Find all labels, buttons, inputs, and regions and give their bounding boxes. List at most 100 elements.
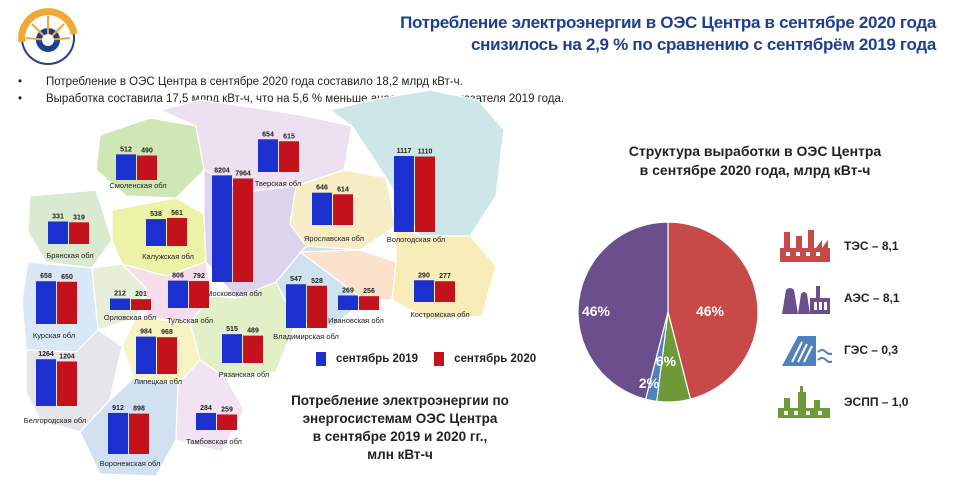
- map-caption-line: млн кВт-ч: [367, 447, 433, 462]
- bar-2019: [258, 139, 278, 172]
- pie-slice-label: 6%: [656, 353, 677, 369]
- pie-title-line: Структура выработки в ОЭС Центра: [628, 143, 882, 159]
- bullet-text: Потребление в ОЭС Центра в сентябре 2020…: [46, 76, 463, 88]
- bar-2019: [48, 221, 68, 244]
- page-title-line-1: Потребление электроэнергии в ОЭС Центра …: [400, 13, 936, 32]
- bar-2019: [168, 280, 188, 308]
- pie-slice: [667, 221, 759, 400]
- bar-value-label-2019: 8204: [214, 167, 230, 174]
- hydro-plant-icon: [782, 336, 832, 366]
- generation-item-aes: АЭС – 8,1: [776, 278, 956, 318]
- bar-value-label-2019: 515: [226, 326, 238, 333]
- bar-value-label-2019: 284: [200, 405, 212, 412]
- bar-2019: [36, 359, 56, 406]
- generation-label-tes: ТЭС – 8,1: [844, 239, 899, 253]
- region-name-label: Брянская обл: [46, 251, 93, 260]
- bullet-icon: •: [18, 93, 23, 105]
- bar-2019: [286, 284, 306, 328]
- region-name-label: Курская обл: [33, 331, 75, 340]
- generation-label-ges: ГЭС – 0,3: [844, 343, 899, 357]
- bar-value-label-2019: 512: [120, 146, 132, 153]
- map-caption: Потребление электроэнергии по энергосист…: [250, 392, 550, 464]
- region-name-label: Владимирская обл: [273, 332, 339, 341]
- bar-2020: [157, 337, 177, 374]
- legend-item-2020: сентябрь 2020: [434, 352, 536, 366]
- bar-value-label-2020: 490: [141, 148, 153, 155]
- region-name-label: Тверская обл: [255, 179, 302, 188]
- generation-item-ges: ГЭС – 0,3: [776, 330, 956, 370]
- bar-2019: [146, 219, 166, 246]
- pie-slice-label: 46%: [696, 303, 725, 319]
- bar-2019: [212, 175, 232, 282]
- region-name-label: Орловская обл: [104, 313, 156, 322]
- bar-value-label-2020: 319: [73, 214, 85, 221]
- bar-value-label-2019: 547: [290, 276, 302, 283]
- pie-slice: [577, 221, 669, 400]
- bar-value-label-2019: 806: [172, 273, 184, 280]
- bar-2020: [137, 155, 157, 180]
- bar-value-label-2020: 7964: [235, 170, 251, 177]
- bar-2019: [116, 154, 136, 180]
- bar-2019: [414, 280, 434, 302]
- region-name-label: Белгородская обл: [24, 416, 87, 425]
- bar-2020: [307, 285, 327, 328]
- bar-value-label-2020: 256: [363, 288, 375, 295]
- bar-value-label-2020: 650: [61, 274, 73, 281]
- bar-2019: [36, 281, 56, 324]
- bar-value-label-2019: 290: [418, 272, 430, 279]
- bar-value-label-2019: 646: [316, 185, 328, 192]
- bar-value-label-2019: 658: [40, 273, 52, 280]
- region-name-label: Тамбовская обл: [186, 437, 242, 446]
- pie-title: Структура выработки в ОЭС Центра в сентя…: [590, 142, 920, 180]
- region-name-label: Ярославская обл: [304, 234, 364, 243]
- generation-item-tes: ТЭС – 8,1: [776, 226, 956, 266]
- bar-value-label-2020: 968: [161, 329, 173, 336]
- bar-2020: [333, 194, 353, 225]
- bar-value-label-2019: 984: [140, 329, 152, 336]
- bar-2020: [129, 413, 149, 454]
- bullet-icon: •: [18, 76, 23, 88]
- nuclear-plant-icon: [782, 286, 830, 314]
- bar-2019: [110, 298, 130, 310]
- legend-item-2019: сентябрь 2019: [316, 352, 418, 366]
- bar-value-label-2019: 654: [262, 131, 274, 138]
- map-caption-line: энергосистемам ОЭС Центра: [302, 411, 498, 426]
- company-logo: [18, 8, 78, 65]
- region-name-label: Калужская обл: [142, 252, 194, 261]
- bar-value-label-2019: 212: [114, 291, 126, 298]
- page-title-line-2: снизилось на 2,9 % по сравнению с сентяб…: [470, 35, 936, 54]
- map-caption-line: Потребление электроэнергии по: [291, 393, 509, 408]
- bar-2020: [359, 296, 379, 310]
- pie-slice-label: 46%: [582, 303, 611, 319]
- region-name-label: Тульская обл: [167, 316, 213, 325]
- bar-value-label-2020: 277: [439, 273, 451, 280]
- bar-2020: [233, 178, 253, 282]
- bar-value-label-2019: 1264: [38, 351, 54, 358]
- bar-value-label-2019: 538: [150, 211, 162, 218]
- map-caption-line: в сентябре 2019 и 2020 гг.,: [312, 429, 488, 444]
- bar-2019: [312, 192, 332, 225]
- bar-value-label-2020: 898: [133, 406, 145, 413]
- bar-2020: [415, 156, 435, 232]
- bar-2020: [57, 281, 77, 324]
- bar-value-label-2020: 792: [193, 273, 205, 280]
- bar-value-label-2020: 259: [221, 406, 233, 413]
- bar-value-label-2020: 615: [283, 133, 295, 140]
- bar-2020: [167, 217, 187, 246]
- bar-2020: [435, 281, 455, 302]
- generation-label-espp: ЭСПП – 1,0: [844, 395, 909, 409]
- pie-title-line: в сентябре 2020 года, млрд кВт-ч: [639, 162, 871, 178]
- bar-value-label-2020: 489: [247, 328, 259, 335]
- legend-label-2019: сентябрь 2019: [336, 353, 419, 365]
- bar-2020: [279, 141, 299, 172]
- bar-2020: [57, 361, 77, 406]
- region-name-label: Рязанская обл: [219, 370, 270, 379]
- bar-2020: [217, 414, 237, 430]
- bar-value-label-2020: 528: [311, 278, 323, 285]
- tes-plant-icon: [780, 230, 830, 262]
- region-name-label: Московская обл: [206, 289, 262, 298]
- bar-value-label-2020: 561: [171, 210, 183, 217]
- bar-value-label-2019: 1117: [397, 148, 412, 155]
- bar-value-label-2020: 1204: [59, 353, 75, 360]
- bar-2019: [108, 412, 128, 454]
